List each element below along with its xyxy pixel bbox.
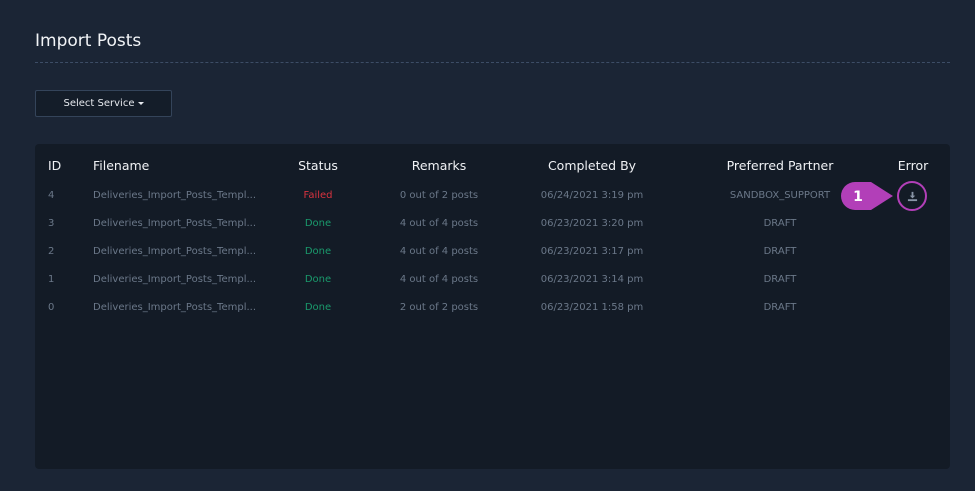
cell-filename: Deliveries_Import_Posts_Templ...	[93, 274, 257, 285]
table-row[interactable]: 2 Deliveries_Import_Posts_Templ... Done 4 o…	[35, 242, 950, 262]
select-service-dropdown[interactable]: Select Service	[35, 90, 172, 117]
table-header: ID Filename Status Remarks Completed By …	[35, 156, 950, 176]
cell-status: Done	[304, 274, 332, 285]
column-header-error: Error	[897, 158, 929, 173]
column-header-preferred-partner: Preferred Partner	[726, 158, 834, 173]
cell-filename: Deliveries_Import_Posts_Templ...	[93, 302, 257, 313]
select-service-label: Select Service	[63, 98, 135, 109]
cell-status: Done	[304, 218, 332, 229]
error-download-button[interactable]	[897, 181, 927, 211]
page-title: Import Posts	[35, 31, 142, 51]
cell-preferred-partner: DRAFT	[763, 246, 797, 257]
cell-remarks: 2 out of 2 posts	[399, 302, 479, 313]
column-header-completed-by: Completed By	[547, 158, 637, 173]
cell-remarks: 4 out of 4 posts	[399, 246, 479, 257]
step-number: 1	[853, 189, 863, 205]
step-callout: 1	[841, 182, 893, 210]
divider	[35, 62, 950, 63]
cell-filename: Deliveries_Import_Posts_Templ...	[93, 190, 257, 201]
caret-down-icon	[137, 102, 144, 105]
cell-id: 3	[48, 218, 55, 229]
cell-completed-by: 06/23/2021 3:17 pm	[540, 246, 644, 257]
table-row[interactable]: 0 Deliveries_Import_Posts_Templ... Done 2 o…	[35, 298, 950, 318]
cell-preferred-partner: DRAFT	[763, 302, 797, 313]
cell-id: 0	[48, 302, 55, 313]
cell-remarks: 4 out of 4 posts	[399, 218, 479, 229]
column-header-filename: Filename	[93, 158, 150, 173]
cell-id: 2	[48, 246, 55, 257]
column-header-status: Status	[298, 158, 338, 173]
cell-status: Failed	[303, 190, 333, 201]
download-icon	[907, 191, 917, 201]
table-row[interactable]: 1 Deliveries_Import_Posts_Templ... Done 4 o…	[35, 270, 950, 290]
cell-preferred-partner: DRAFT	[763, 274, 797, 285]
column-header-id: ID	[48, 158, 62, 173]
table-row[interactable]: 3 Deliveries_Import_Posts_Templ... Done 4 o…	[35, 214, 950, 234]
cell-status: Done	[304, 302, 332, 313]
cell-status: Done	[304, 246, 332, 257]
cell-remarks: 4 out of 4 posts	[399, 274, 479, 285]
cell-filename: Deliveries_Import_Posts_Templ...	[93, 246, 257, 257]
table-row[interactable]: 4 Deliveries_Import_Posts_Templ... Failed 0…	[35, 186, 950, 206]
cell-remarks: 0 out of 2 posts	[399, 190, 479, 201]
cell-completed-by: 06/23/2021 1:58 pm	[540, 302, 644, 313]
cell-preferred-partner: SANDBOX_SUPPORT	[729, 190, 831, 201]
cell-preferred-partner: DRAFT	[763, 218, 797, 229]
cell-completed-by: 06/24/2021 3:19 pm	[540, 190, 644, 201]
cell-filename: Deliveries_Import_Posts_Templ...	[93, 218, 257, 229]
column-header-remarks: Remarks	[411, 158, 467, 173]
cell-completed-by: 06/23/2021 3:20 pm	[540, 218, 644, 229]
cell-completed-by: 06/23/2021 3:14 pm	[540, 274, 644, 285]
cell-id: 4	[48, 190, 55, 201]
cell-id: 1	[48, 274, 55, 285]
imports-table: ID Filename Status Remarks Completed By …	[35, 144, 950, 469]
